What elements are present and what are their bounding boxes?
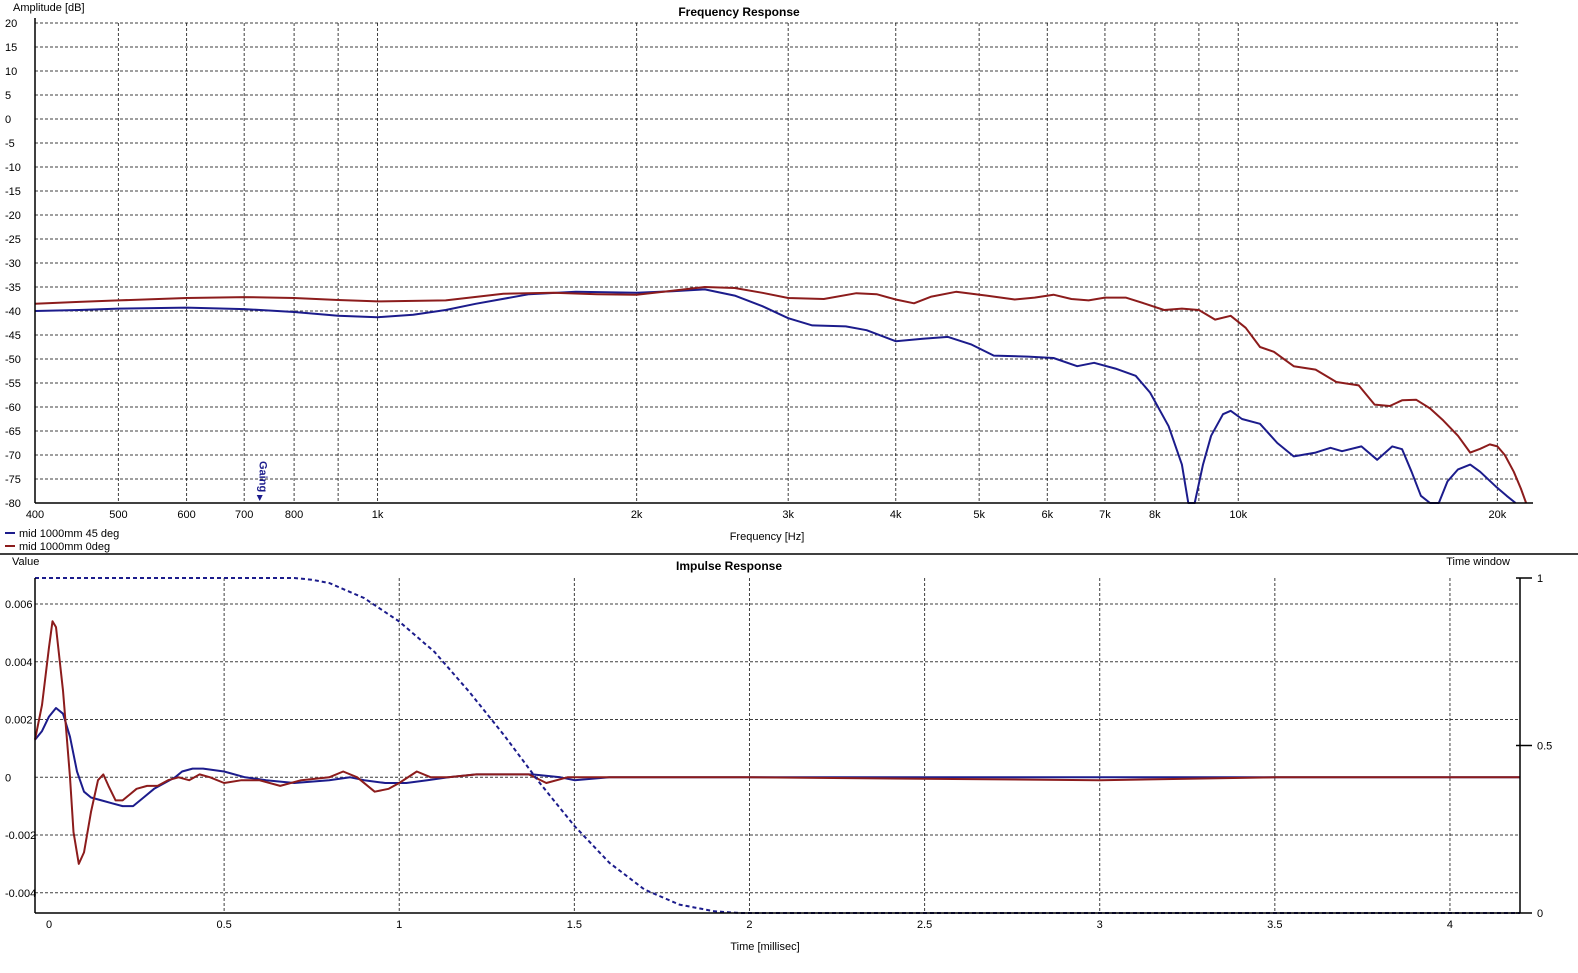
y-tick-label: 20 bbox=[5, 18, 17, 30]
impulse-response-grid bbox=[35, 578, 1520, 913]
x-tick-label: 5k bbox=[973, 509, 985, 521]
y-tick-label: -65 bbox=[5, 426, 21, 438]
impulse-response-x-ticks: 0 0.5 1 1.5 2 2.5 3 3.5 4 bbox=[46, 919, 1453, 931]
impulse-response-ylabel: Value bbox=[12, 556, 39, 568]
x-tick-label: 3k bbox=[782, 509, 794, 521]
frequency-response-panel: Frequency Response Amplitude [dB] Freque… bbox=[5, 2, 1533, 553]
y-tick-label: -50 bbox=[5, 354, 21, 366]
x-tick-label: 6k bbox=[1041, 509, 1053, 521]
marker-arrow-icon bbox=[256, 495, 263, 501]
x-tick-label: 0 bbox=[46, 919, 52, 931]
x-tick-label: 500 bbox=[109, 509, 127, 521]
y-tick-label: -25 bbox=[5, 234, 21, 246]
frequency-response-xlabel: Frequency [Hz] bbox=[730, 531, 805, 543]
y-tick-label: -20 bbox=[5, 210, 21, 222]
y-tick-label: 0 bbox=[5, 772, 11, 784]
series-line-mid-1000mm-45-deg bbox=[34, 707, 1520, 808]
x-tick-label: 3.5 bbox=[1267, 919, 1282, 931]
y-tick-label: -15 bbox=[5, 186, 21, 198]
time-window-y-ticks: 10.50 bbox=[1516, 573, 1552, 920]
impulse-response-series bbox=[34, 577, 1520, 914]
y-tick-label: 5 bbox=[5, 90, 11, 102]
x-tick-label: 2.5 bbox=[917, 919, 932, 931]
y-tick-label: 10 bbox=[5, 66, 17, 78]
legend-item-0deg[interactable]: mid 1000mm 0deg bbox=[5, 541, 110, 553]
x-tick-label: 4k bbox=[890, 509, 902, 521]
y2-tick-label: 0.5 bbox=[1537, 741, 1552, 753]
y-tick-label: -35 bbox=[5, 282, 21, 294]
x-tick-label: 2k bbox=[631, 509, 643, 521]
y-tick-label: -0.004 bbox=[5, 888, 36, 900]
y-tick-label: -40 bbox=[5, 306, 21, 318]
frequency-response-series bbox=[34, 286, 1528, 504]
y-tick-label: -60 bbox=[5, 402, 21, 414]
y-tick-label: 0.006 bbox=[5, 599, 33, 611]
time-window-axis-label: Time window bbox=[1446, 556, 1510, 568]
x-tick-label: 1k bbox=[372, 509, 384, 521]
y-tick-label: -0.002 bbox=[5, 830, 36, 842]
y-tick-label: 0.004 bbox=[5, 657, 33, 669]
y-tick-label: 0.002 bbox=[5, 715, 33, 727]
frequency-response-x-ticks: 400 500 600 700 800 1k 2k 3k 4k 5k 6k 7k 8k 10k 20k bbox=[26, 509, 1507, 521]
frequency-response-title: Frequency Response bbox=[678, 5, 800, 19]
frequency-response-ylabel: Amplitude [dB] bbox=[13, 2, 85, 14]
y-tick-label: 0 bbox=[5, 114, 11, 126]
legend: mid 1000mm 45 deg mid 1000mm 0deg bbox=[5, 528, 119, 553]
frequency-response-grid bbox=[35, 22, 1519, 503]
y-tick-label: -80 bbox=[5, 498, 21, 510]
y2-tick-label: 1 bbox=[1537, 573, 1543, 585]
x-tick-label: 2 bbox=[746, 919, 752, 931]
series-line-mid-1000mm-45-deg bbox=[34, 288, 1517, 504]
series-line-time-window bbox=[35, 577, 1520, 914]
impulse-response-panel: Impulse Response Value Time window Time … bbox=[5, 556, 1552, 953]
legend-label-45deg: mid 1000mm 45 deg bbox=[19, 528, 119, 540]
impulse-response-xlabel: Time [millisec] bbox=[730, 941, 799, 953]
x-tick-label: 4 bbox=[1447, 919, 1453, 931]
y-tick-label: -55 bbox=[5, 378, 21, 390]
x-tick-label: 700 bbox=[235, 509, 253, 521]
y2-tick-label: 0 bbox=[1537, 908, 1543, 920]
x-tick-label: 8k bbox=[1149, 509, 1161, 521]
gaing-marker: Gaing bbox=[256, 461, 269, 501]
frequency-response-y-ticks: 20 15 10 5 0 -5 -10 -15 -20 -25 -30 -35 -40 -45 -50 -55… bbox=[5, 18, 21, 510]
x-tick-label: 400 bbox=[26, 509, 44, 521]
y-tick-label: -30 bbox=[5, 258, 21, 270]
series-line-mid-1000mm-0deg bbox=[34, 286, 1528, 504]
y-tick-label: -75 bbox=[5, 474, 21, 486]
x-tick-label: 800 bbox=[285, 509, 303, 521]
x-tick-label: 3 bbox=[1097, 919, 1103, 931]
impulse-response-y-ticks: 0.006 0.004 0.002 0 -0.002 -0.004 bbox=[5, 599, 36, 900]
x-tick-label: 600 bbox=[177, 509, 195, 521]
y-tick-label: -10 bbox=[5, 162, 21, 174]
x-tick-label: 20k bbox=[1488, 509, 1506, 521]
y-tick-label: -5 bbox=[5, 138, 15, 150]
y-tick-label: -70 bbox=[5, 450, 21, 462]
x-tick-label: 1.5 bbox=[567, 919, 582, 931]
x-tick-label: 7k bbox=[1099, 509, 1111, 521]
x-tick-label: 1 bbox=[396, 919, 402, 931]
x-tick-label: 0.5 bbox=[216, 919, 231, 931]
legend-item-45deg[interactable]: mid 1000mm 45 deg bbox=[5, 528, 119, 540]
legend-label-0deg: mid 1000mm 0deg bbox=[19, 541, 110, 553]
y-tick-label: -45 bbox=[5, 330, 21, 342]
gaing-marker-label: Gaing bbox=[257, 461, 269, 492]
x-tick-label: 10k bbox=[1229, 509, 1247, 521]
y-tick-label: 15 bbox=[5, 42, 17, 54]
series-line-mid-1000mm-0deg bbox=[34, 620, 1520, 865]
impulse-response-title: Impulse Response bbox=[676, 559, 782, 573]
